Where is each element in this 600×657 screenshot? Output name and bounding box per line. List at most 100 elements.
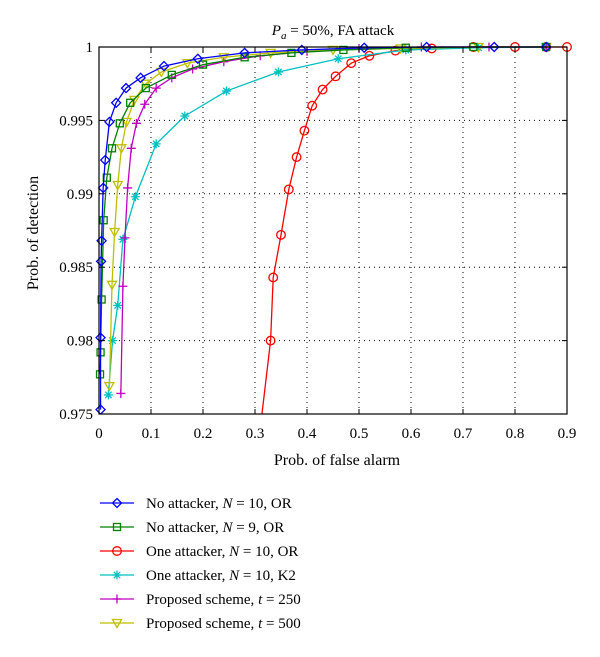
data-point-marker	[283, 184, 294, 195]
y-tick-label: 1	[86, 40, 94, 56]
legend-label: One attacker, N = 10, OR	[146, 544, 298, 560]
data-point-marker	[488, 41, 500, 53]
data-point-marker	[240, 53, 249, 62]
x-tick-label: 0.2	[194, 426, 213, 442]
y-tick-label: 0.985	[59, 260, 93, 276]
data-point-marker	[151, 139, 161, 149]
data-point-marker	[120, 82, 132, 94]
legend-item: No attacker, N = 10, OR	[100, 496, 292, 512]
y-tick-label: 0.99	[67, 187, 93, 203]
legend-item: One attacker, N = 10, OR	[100, 544, 298, 560]
legend-item: No attacker, N = 9, OR	[100, 520, 284, 536]
y-tick-label: 0.98	[67, 334, 93, 350]
data-point-marker	[358, 42, 370, 54]
tick-layer: 0 0.1 0.2 0.3 0.4 0.5 0.6 0.7 0.8 0.9 0.975 0.98 0.9…	[59, 40, 576, 442]
data-point-marker	[218, 53, 230, 64]
data-point-marker	[239, 47, 251, 59]
legend-marker	[112, 594, 122, 604]
x-tick-label: 0	[95, 426, 103, 442]
data-point-marker	[140, 99, 150, 109]
data-point-marker	[108, 227, 121, 238]
data-point-marker	[126, 143, 136, 153]
data-point-marker	[141, 83, 150, 93]
data-point-marker	[99, 154, 111, 166]
y-tick-label: 0.995	[59, 113, 93, 129]
data-point-marker	[130, 192, 140, 202]
grid-layer	[99, 47, 567, 414]
data-point-marker	[151, 83, 161, 93]
data-point-marker	[120, 233, 130, 243]
data-point-marker	[99, 216, 108, 225]
data-point-marker	[221, 86, 231, 96]
legend-label: Proposed scheme, t = 250	[146, 592, 301, 608]
series-line	[99, 46, 547, 410]
data-point-marker	[113, 300, 123, 310]
x-tick-label: 0.6	[402, 426, 421, 442]
data-point-marker	[198, 60, 208, 69]
data-point-marker	[95, 332, 106, 344]
data-point-marker	[291, 152, 302, 163]
data-point-marker	[421, 41, 433, 53]
data-point-marker	[120, 117, 133, 128]
x-tick-label: 0.7	[454, 426, 473, 442]
legend-item: Proposed scheme, t = 250	[100, 592, 301, 608]
data-point-marker	[108, 336, 118, 346]
data-point-marker	[103, 390, 113, 400]
title-subscript: a	[281, 30, 287, 42]
data-point-marker	[110, 97, 122, 109]
data-point-marker	[346, 58, 357, 69]
legend-marker	[112, 546, 122, 556]
data-point-marker	[317, 84, 328, 95]
data-point-marker	[103, 381, 116, 392]
data-point-marker	[158, 60, 170, 72]
title-symbol: P	[271, 23, 281, 39]
data-point-marker	[97, 295, 106, 304]
data-point-marker	[299, 125, 310, 136]
y-axis-label: Prob. of detection	[25, 176, 42, 290]
data-point-marker	[268, 272, 279, 283]
data-point-marker	[276, 229, 286, 240]
legend-label: No attacker, N = 9, OR	[146, 520, 284, 536]
legend-label: One attacker, N = 10, K2	[146, 568, 296, 584]
data-point-marker	[167, 70, 176, 80]
data-point-marker	[106, 280, 118, 291]
data-point-marker	[307, 100, 318, 111]
x-tick-label: 0.8	[506, 426, 525, 442]
x-axis-label: Prob. of false alarm	[274, 452, 401, 469]
legend-item: One attacker, N = 10, K2	[100, 568, 296, 584]
data-point-marker	[115, 119, 124, 128]
title-rest: = 50%, FA attack	[286, 23, 394, 39]
legend-marker	[112, 522, 122, 532]
data-point-marker	[330, 71, 341, 82]
data-point-marker	[296, 44, 308, 56]
data-point-marker	[118, 234, 128, 244]
data-point-marker	[131, 118, 141, 128]
legend-marker	[111, 497, 123, 509]
data-point-marker	[265, 335, 276, 346]
x-tick-label: 0.3	[246, 426, 265, 442]
data-point-marker	[474, 43, 484, 53]
legend-label: No attacker, N = 10, OR	[146, 496, 292, 512]
data-point-marker	[116, 388, 126, 398]
data-point-marker	[107, 144, 117, 153]
legend-label: Proposed scheme, t = 500	[146, 616, 301, 632]
data-point-marker	[95, 255, 107, 267]
data-point-marker	[97, 182, 109, 194]
series-0	[95, 41, 552, 414]
data-point-marker	[192, 53, 204, 65]
data-point-marker	[103, 116, 115, 128]
data-point-marker	[287, 48, 296, 58]
legend-marker	[111, 618, 123, 629]
data-point-marker	[123, 183, 133, 193]
data-point-marker	[180, 111, 190, 121]
data-point-marker	[115, 144, 127, 155]
series-3	[103, 42, 551, 400]
legend-item: Proposed scheme, t = 500	[100, 616, 301, 632]
data-point-marker	[273, 67, 283, 77]
data-point-marker	[264, 48, 277, 59]
chart-title: Pa = 50%, FA attack	[271, 23, 395, 42]
data-point-marker	[126, 98, 135, 107]
x-tick-label: 0.1	[142, 426, 161, 442]
